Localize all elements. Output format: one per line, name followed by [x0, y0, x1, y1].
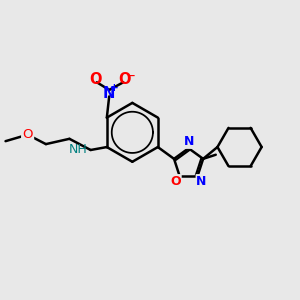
Text: O: O [22, 128, 33, 141]
Text: +: + [110, 83, 119, 93]
Text: O: O [170, 175, 181, 188]
Text: −: − [127, 71, 136, 81]
Text: NH: NH [68, 143, 87, 157]
Text: O: O [89, 72, 102, 87]
Text: O: O [118, 72, 131, 87]
Text: N: N [183, 135, 194, 148]
Text: N: N [196, 175, 207, 188]
Text: N: N [103, 86, 116, 101]
